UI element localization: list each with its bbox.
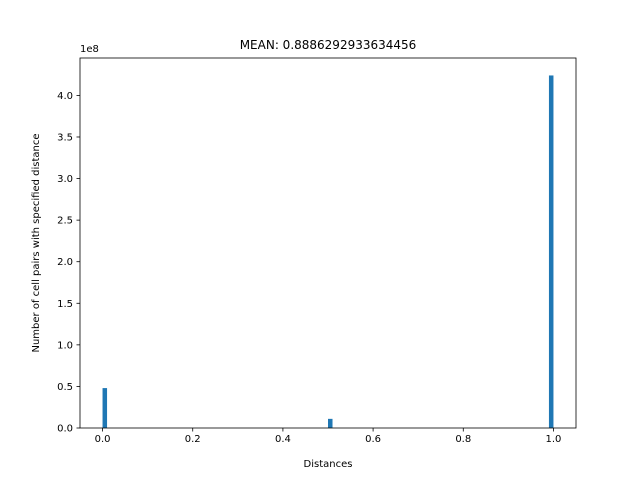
y-tick-label: 3.5 [57,132,73,143]
y-tick-label: 2.5 [57,216,73,227]
histogram-bar-2 [548,75,554,429]
histogram-bar-1 [328,418,333,428]
y-tick-label: 0.5 [57,382,73,393]
x-axis-label: Distances [304,459,353,470]
y-tick-label: 2.0 [57,257,73,268]
x-tick-label: 0.4 [275,434,291,445]
x-tick-label: 0.6 [365,434,381,445]
x-axis-ticks: 0.0 0.2 0.4 0.6 0.8 1.0 [95,428,562,445]
y-tick-label: 4.0 [57,91,73,102]
y-tick-label: 3.0 [57,174,73,185]
y-axis-ticks: 0.0 0.5 1.0 1.5 2.0 2.5 3.0 3.5 4.0 [57,91,80,435]
x-tick-label: 0.8 [455,434,471,445]
histogram-bar-0 [102,388,108,428]
chart-title: MEAN: 0.8886292933634456 [240,38,417,52]
y-tick-label: 1.0 [57,340,73,351]
y-tick-label: 1.5 [57,299,73,310]
y-axis-label: Number of cell pairs with specified dist… [31,133,42,352]
y-axis-offset-text: 1e8 [80,44,99,55]
bars-layer [102,75,554,429]
y-tick-label: 0.0 [57,424,73,435]
x-tick-label: 1.0 [546,434,562,445]
x-tick-label: 0.2 [185,434,201,445]
x-tick-label: 0.0 [95,434,111,445]
plot-frame [79,57,577,429]
